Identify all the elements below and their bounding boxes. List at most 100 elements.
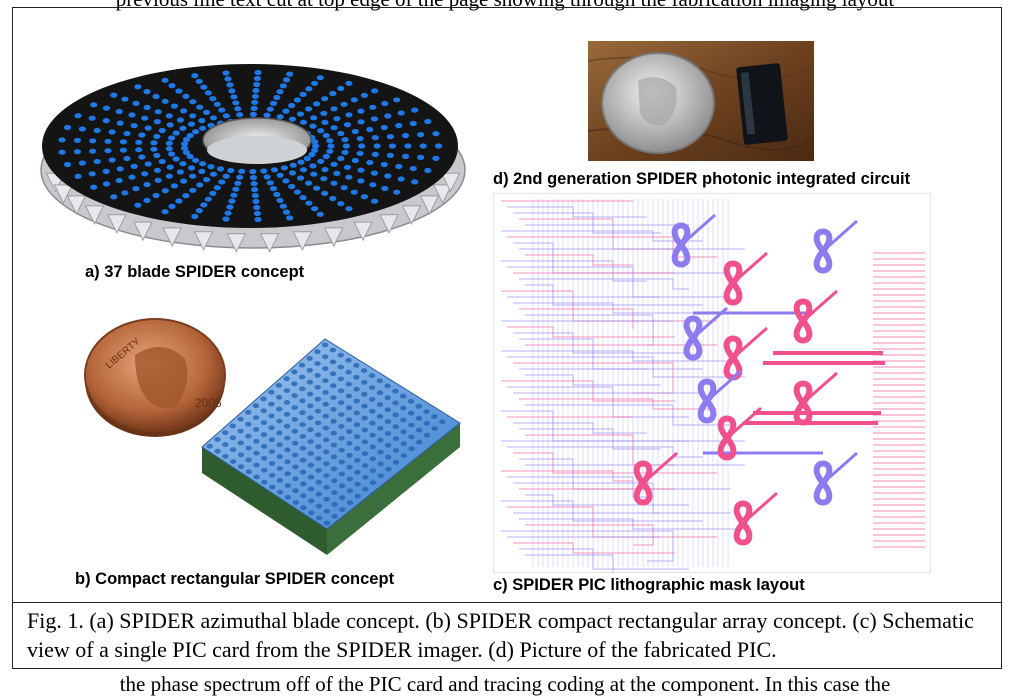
blade-lenslet	[154, 109, 162, 115]
blade-lenslet	[234, 106, 242, 112]
array-lenslet	[368, 385, 376, 390]
blade-lenslet	[250, 181, 258, 187]
array-lenslet	[314, 373, 321, 378]
array-lenslet	[268, 401, 275, 407]
array-lenslet	[423, 421, 430, 426]
blade-lenslet	[313, 101, 321, 107]
blade-lenslet	[311, 147, 319, 153]
blade-lenslet	[166, 164, 174, 170]
array-lenslet	[308, 510, 315, 516]
blade-lenslet	[153, 133, 161, 140]
array-lenslet	[260, 432, 268, 437]
array-lenslet	[245, 410, 252, 415]
blade-lenslet	[226, 82, 234, 88]
blade-lenslet	[282, 209, 291, 215]
ring-feed	[726, 406, 762, 440]
array-lenslet	[330, 454, 338, 460]
array-lenslet	[330, 383, 337, 389]
blade-lenslet	[189, 173, 197, 179]
blade-lenslet	[182, 149, 191, 156]
array-lenslet	[345, 381, 352, 387]
array-lenslet	[299, 445, 307, 451]
array-lenslet	[338, 483, 346, 489]
blade-lenslet	[204, 90, 212, 96]
array-lenslet	[300, 493, 307, 499]
array-lenslet	[330, 407, 337, 412]
array-lenslet	[315, 479, 322, 485]
array-lenslet	[268, 461, 276, 466]
array-lenslet	[338, 471, 346, 477]
array-lenslet	[268, 472, 276, 478]
blade-lenslet	[409, 165, 417, 172]
blade-lenslet	[282, 77, 291, 83]
ring-feed	[706, 369, 742, 403]
support-foot	[107, 214, 127, 234]
blade-lenslet	[417, 132, 425, 138]
blade-lenslet	[176, 169, 184, 175]
array-lenslet	[299, 422, 306, 427]
array-lenslet	[269, 484, 276, 490]
array-lenslet	[362, 475, 369, 480]
array-lenslet	[237, 464, 245, 470]
array-lenslet	[392, 400, 399, 406]
blade-lenslet	[74, 113, 82, 119]
fabricated-pic-photo	[588, 41, 814, 161]
blade-lenslet	[321, 167, 329, 173]
blade-lenslet	[141, 115, 149, 121]
blade-lenslet	[189, 187, 197, 193]
array-lenslet	[308, 498, 315, 504]
blade-lenslet	[356, 136, 364, 142]
blade-lenslet	[305, 86, 313, 92]
array-lenslet	[260, 444, 268, 449]
array-lenslet	[276, 489, 284, 495]
array-lenslet	[268, 449, 276, 454]
blade-lenslet	[299, 91, 307, 97]
array-lenslet	[299, 469, 307, 475]
blade-lenslet	[250, 105, 258, 111]
blade-lenslet	[232, 186, 240, 192]
array-lenslet	[276, 454, 283, 460]
blade-lenslet	[203, 109, 211, 115]
blade-lenslet	[393, 189, 401, 195]
blade-lenslet	[388, 143, 397, 149]
blade-lenslet	[165, 173, 173, 179]
blade-lenslet	[417, 154, 425, 160]
blade-lenslet	[154, 177, 162, 183]
blade-lenslet	[198, 168, 206, 174]
blade-lenslet	[280, 165, 288, 171]
blade-lenslet	[251, 193, 259, 199]
blade-lenslet	[269, 186, 278, 192]
array-lenslet	[291, 428, 299, 434]
blade-lenslet	[342, 143, 350, 149]
blade-lenslet	[88, 115, 96, 121]
array-lenslet	[337, 364, 344, 370]
blade-lenslet	[253, 81, 261, 88]
blade-lenslet	[216, 166, 225, 172]
array-lenslet	[245, 469, 252, 475]
blade-lenslet	[232, 100, 240, 106]
blade-lenslet	[115, 177, 123, 184]
blade-disc-image	[40, 64, 466, 253]
array-lenslet	[361, 427, 368, 433]
array-lenslet	[392, 412, 399, 418]
blade-lenslet	[222, 113, 230, 119]
blade-lenslet	[404, 143, 412, 149]
array-lenslet	[408, 434, 415, 440]
blade-lenslet	[189, 113, 197, 119]
array-lenslet	[275, 394, 283, 400]
array-lenslet	[339, 507, 346, 512]
blade-lenslet	[435, 143, 443, 149]
blade-lenslet	[222, 173, 230, 179]
array-lenslet	[260, 396, 267, 402]
support-foot	[440, 172, 461, 193]
array-lenslet	[369, 480, 377, 485]
blade-lenslet	[309, 163, 317, 169]
array-lenslet	[221, 430, 229, 436]
array-lenslet	[361, 403, 368, 409]
array-lenslet	[276, 406, 283, 412]
array-lenslet	[252, 415, 260, 420]
array-lenslet	[384, 431, 392, 436]
array-lenslet	[353, 410, 360, 416]
array-lenslet	[339, 495, 346, 501]
array-lenslet	[331, 478, 338, 484]
